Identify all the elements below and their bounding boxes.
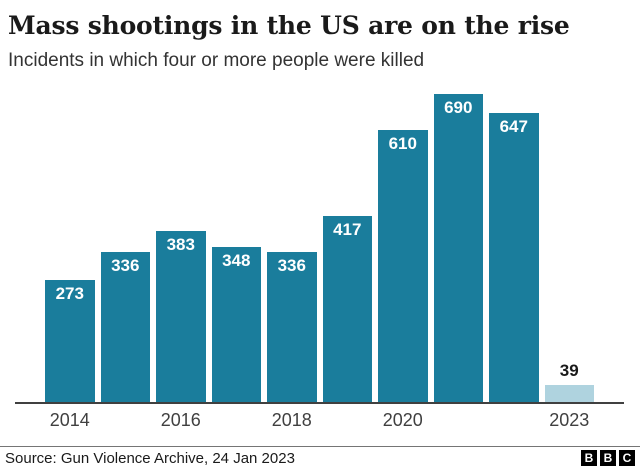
x-tick-2016: 2016	[160, 410, 201, 430]
footer: Source: Gun Violence Archive, 24 Jan 202…	[0, 446, 640, 470]
source-text: Source: Gun Violence Archive, 24 Jan 202…	[5, 450, 295, 467]
bar-2022: 647	[489, 113, 539, 402]
bar-2015: 336	[100, 252, 150, 402]
bar-value-label: 273	[55, 284, 84, 304]
bar-2017: 348	[211, 246, 261, 402]
bar-value-label: 383	[166, 235, 195, 255]
bar-2014: 273	[45, 280, 95, 402]
x-axis-line	[15, 402, 624, 404]
bar-value-label: 417	[333, 219, 362, 239]
bars-container: 273 336 383 348 336 417 610 690 647 39	[45, 94, 594, 402]
bar-value-label: 690	[444, 98, 473, 117]
bar-2020: 610	[378, 129, 428, 402]
bar-2018: 336	[267, 252, 317, 402]
bar-value-label: 336	[111, 256, 140, 276]
x-tick-2014: 2014	[49, 410, 90, 430]
bar-value-label: 647	[499, 117, 528, 137]
x-tick-2023: 2023	[549, 410, 590, 430]
x-axis-tick-labels: 2014 2016 2018 2020 2023	[0, 410, 640, 436]
bar-2023: 39	[544, 361, 594, 402]
x-tick-2018: 2018	[271, 410, 312, 430]
bar-2016: 383	[156, 231, 206, 402]
bbc-logo-letter: B	[581, 450, 597, 466]
bar-value-label: 610	[388, 133, 417, 153]
chart-title: Mass shootings in the US are on the rise	[8, 11, 570, 40]
bar-value-label: 336	[277, 256, 306, 276]
bar-2019: 417	[322, 215, 372, 402]
bar-2021: 690	[433, 94, 483, 402]
bar-value-label: 39	[559, 360, 579, 380]
bbc-logo-letter: C	[619, 450, 635, 466]
bbc-logo-letter: B	[600, 450, 616, 466]
x-tick-2020: 2020	[382, 410, 423, 430]
chart-subtitle: Incidents in which four or more people w…	[8, 50, 425, 71]
bar-value-label: 348	[222, 250, 251, 270]
